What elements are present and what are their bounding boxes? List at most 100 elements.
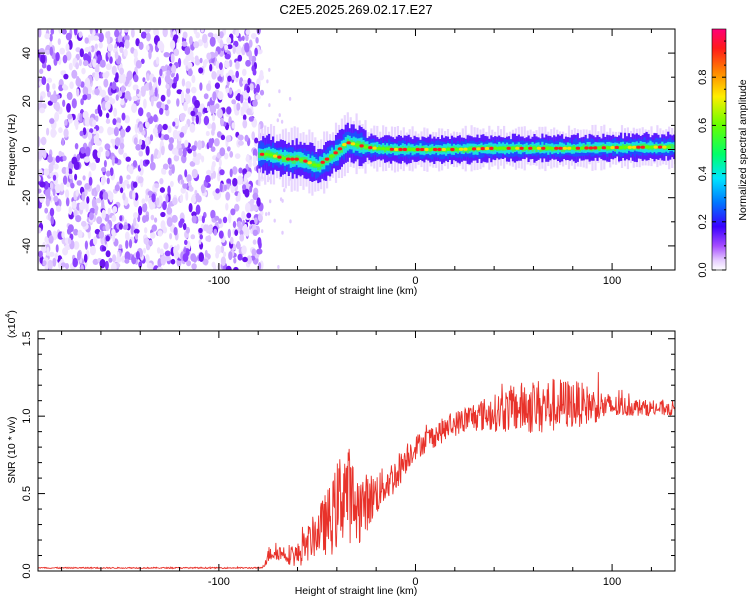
noise-speck xyxy=(205,224,209,234)
noise-speck xyxy=(219,31,224,39)
noise-speck xyxy=(242,114,247,121)
snr-scale-exp: 4 xyxy=(5,314,12,318)
noise-speck xyxy=(254,137,259,144)
noise-speck xyxy=(140,58,145,64)
ridge-peak xyxy=(428,147,433,152)
noise-speck xyxy=(84,240,88,250)
noise-speck xyxy=(165,194,169,204)
noise-speck xyxy=(225,87,230,94)
noise-speck xyxy=(151,193,156,203)
noise-speck xyxy=(85,146,91,157)
noise-speck xyxy=(193,29,198,35)
ridge-peak xyxy=(519,146,524,150)
ridge-cell xyxy=(401,146,404,152)
noise-speck xyxy=(179,112,186,119)
noise-speck xyxy=(83,156,90,163)
noise-speck xyxy=(180,179,185,185)
noise-speck xyxy=(143,237,150,245)
noise-speck xyxy=(179,194,184,203)
noise-speck xyxy=(166,99,171,105)
noise-speck xyxy=(229,168,233,178)
noise-speck xyxy=(163,134,170,141)
y-tick-label: 20 xyxy=(21,95,33,107)
noise-speck xyxy=(184,46,191,55)
noise-speck xyxy=(212,113,216,122)
noise-speck xyxy=(135,251,140,260)
snr-y-scale: (x104) xyxy=(5,310,18,338)
noise-speck xyxy=(53,163,59,170)
noise-speck xyxy=(157,230,163,237)
noise-speck xyxy=(99,190,104,201)
y-tick-label: 0.5 xyxy=(21,486,33,501)
noise-speck xyxy=(102,72,106,78)
noise-speck xyxy=(151,224,158,232)
noise-speck xyxy=(242,184,247,191)
noise-speck xyxy=(55,52,60,62)
ridge-cell xyxy=(673,144,675,150)
noise-speck xyxy=(54,183,61,194)
noise-speck xyxy=(140,87,146,97)
noise-speck xyxy=(252,192,259,201)
noise-speck xyxy=(225,191,230,201)
ridge-peak xyxy=(268,153,273,157)
noise-speck xyxy=(178,147,183,157)
noise-speck xyxy=(100,175,107,184)
noise-speck xyxy=(252,161,258,167)
noise-speck xyxy=(224,152,229,160)
noise-speck xyxy=(117,89,123,98)
noise-speck xyxy=(289,219,292,224)
noise-speck xyxy=(71,156,78,165)
ridge-peak xyxy=(346,141,351,145)
noise-speck xyxy=(173,48,180,57)
noise-speck xyxy=(205,175,211,183)
noise-speck xyxy=(120,128,126,138)
noise-speck xyxy=(254,217,258,225)
noise-speck xyxy=(150,214,155,221)
noise-speck xyxy=(269,199,272,204)
colorbar-tick-label: 0.6 xyxy=(697,118,709,133)
noise-speck xyxy=(111,65,117,76)
noise-speck xyxy=(173,34,179,40)
noise-speck xyxy=(189,161,196,167)
noise-speck xyxy=(148,49,152,60)
noise-speck xyxy=(75,122,79,130)
noise-speck xyxy=(190,253,197,262)
noise-speck xyxy=(46,77,53,84)
noise-speck xyxy=(105,101,111,110)
noise-speck xyxy=(181,41,188,47)
ridge-peak xyxy=(536,146,542,150)
colorbar-tick-label: 0.4 xyxy=(697,166,709,181)
noise-speck xyxy=(76,180,83,186)
ridge-peak xyxy=(303,159,308,163)
noise-speck xyxy=(171,147,178,155)
noise-speck xyxy=(160,220,166,230)
noise-speck xyxy=(118,244,123,250)
noise-speck xyxy=(88,176,93,186)
noise-speck xyxy=(89,128,94,134)
noise-speck xyxy=(230,208,236,216)
noise-speck xyxy=(216,108,223,119)
colorbar-gradient xyxy=(711,28,727,271)
noise-speck xyxy=(173,154,180,162)
noise-speck xyxy=(156,101,162,109)
ridge-peak xyxy=(445,147,451,152)
ridge-peak xyxy=(329,154,334,158)
noise-speck xyxy=(247,96,251,104)
noise-speck xyxy=(224,184,227,191)
noise-speck xyxy=(225,202,229,211)
ridge-cell xyxy=(535,146,538,152)
noise-speck xyxy=(95,29,99,34)
noise-speck xyxy=(123,34,130,42)
noise-speck xyxy=(135,60,142,69)
ridge-cell xyxy=(329,154,332,162)
noise-speck xyxy=(38,48,46,55)
noise-speck xyxy=(39,68,44,75)
noise-speck xyxy=(277,265,280,269)
ridge-peak xyxy=(281,156,286,160)
noise-speck xyxy=(246,108,252,116)
noise-speck xyxy=(172,197,178,206)
noise-speck xyxy=(100,89,107,98)
noise-speck xyxy=(203,115,210,126)
noise-speck xyxy=(159,68,163,77)
ridge-cell xyxy=(600,145,603,149)
